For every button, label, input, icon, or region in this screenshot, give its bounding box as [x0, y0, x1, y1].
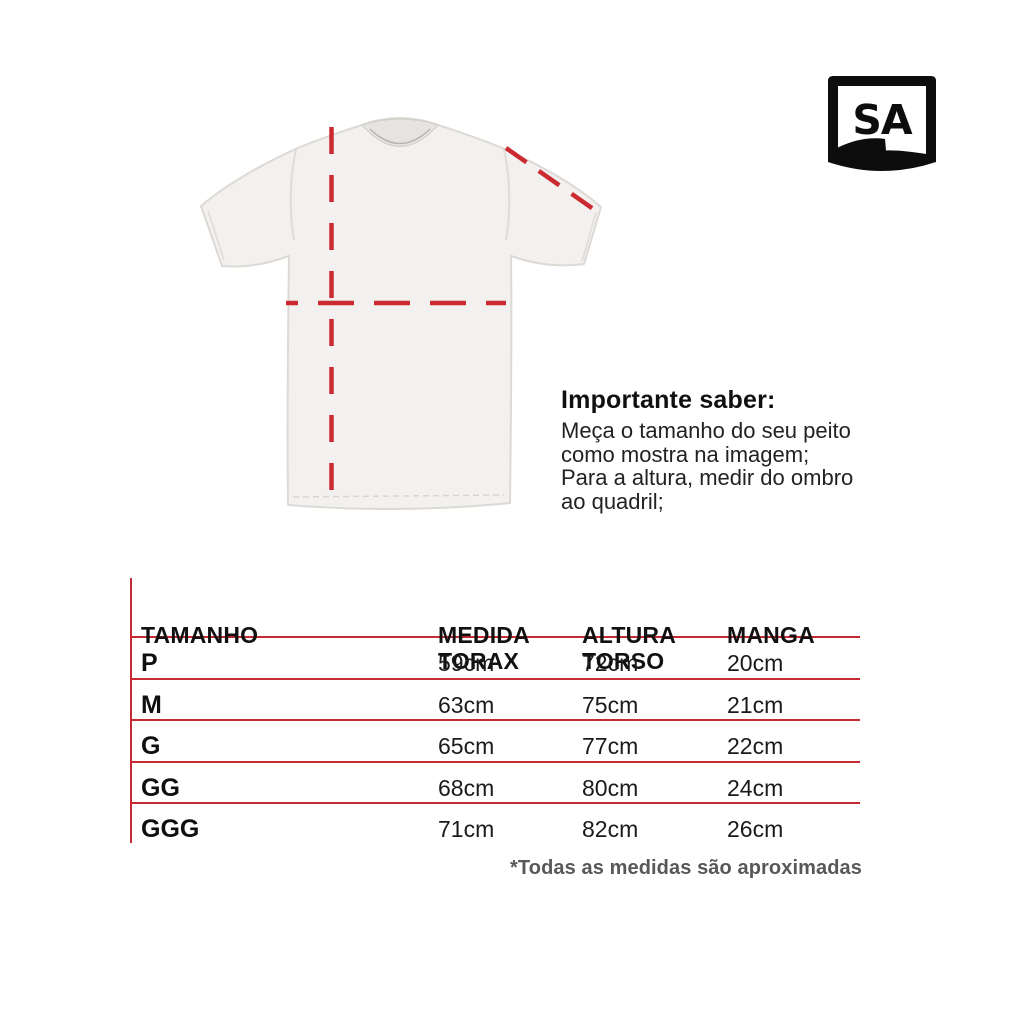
torso-cell: 75cm: [582, 692, 639, 718]
column-header-medida-torax: MEDIDA TORAX: [438, 622, 530, 674]
torax-cell: 65cm: [438, 733, 495, 759]
info-line: Meça o tamanho do seu peito: [561, 418, 851, 443]
torso-cell: 72cm: [582, 650, 639, 676]
sa-logo-text: SA: [852, 96, 913, 144]
size-cell: GG: [141, 774, 180, 802]
table-divider-line: [130, 719, 860, 721]
manga-cell: 22cm: [727, 733, 784, 759]
tshirt-illustration: [200, 117, 602, 511]
manga-cell: 24cm: [727, 775, 784, 801]
torax-cell: 59cm: [438, 650, 495, 676]
info-heading: Importante saber:: [561, 386, 776, 414]
table-divider-line: [130, 802, 860, 804]
size-cell: G: [141, 732, 161, 760]
size-cell: M: [141, 691, 162, 719]
size-cell: GGG: [141, 815, 200, 843]
torax-cell: 63cm: [438, 692, 495, 718]
table-divider-line: [130, 761, 860, 763]
manga-cell: 26cm: [727, 816, 784, 842]
tshirt-right-cuff-seam: [581, 211, 597, 262]
column-header-altura-torso: ALTURA TORSO: [582, 622, 677, 674]
torso-cell: 82cm: [582, 816, 639, 842]
info-text: Meça o tamanho do seu peito como mostra …: [561, 419, 891, 513]
tshirt-collar: [361, 118, 439, 147]
tshirt-left-shoulder-seam: [289, 148, 297, 241]
sa-logo-inner: [838, 86, 926, 154]
sleeve-measure-line: [504, 146, 601, 215]
torax-cell: 71cm: [438, 816, 495, 842]
tshirt-body: [200, 117, 602, 511]
tshirt-hem-stitch: [292, 494, 505, 498]
sa-logo: SA: [828, 76, 936, 171]
table-divider-line: [130, 678, 860, 680]
column-header-tamanho: TAMANHO: [141, 622, 259, 648]
table-left-rule: [130, 578, 132, 843]
torso-cell: 80cm: [582, 775, 639, 801]
tshirt-left-cuff-seam: [207, 210, 225, 261]
tshirt-right-shoulder-seam: [503, 148, 511, 241]
info-line: ao quadril;: [561, 488, 664, 514]
table-divider-line: [130, 636, 860, 638]
manga-cell: 20cm: [727, 650, 784, 676]
torax-cell: 68cm: [438, 775, 495, 801]
info-line: como mostra na imagem;: [561, 441, 810, 467]
info-line: Para a altura, medir do ombro: [561, 465, 854, 491]
column-header-manga: MANGA: [727, 622, 815, 648]
measurements-footnote: *Todas as medidas são aproximadas: [510, 857, 862, 879]
manga-cell: 21cm: [727, 692, 784, 718]
tshirt-collar-inner-seam: [369, 128, 431, 145]
torso-cell: 77cm: [582, 733, 639, 759]
size-cell: P: [141, 649, 158, 677]
